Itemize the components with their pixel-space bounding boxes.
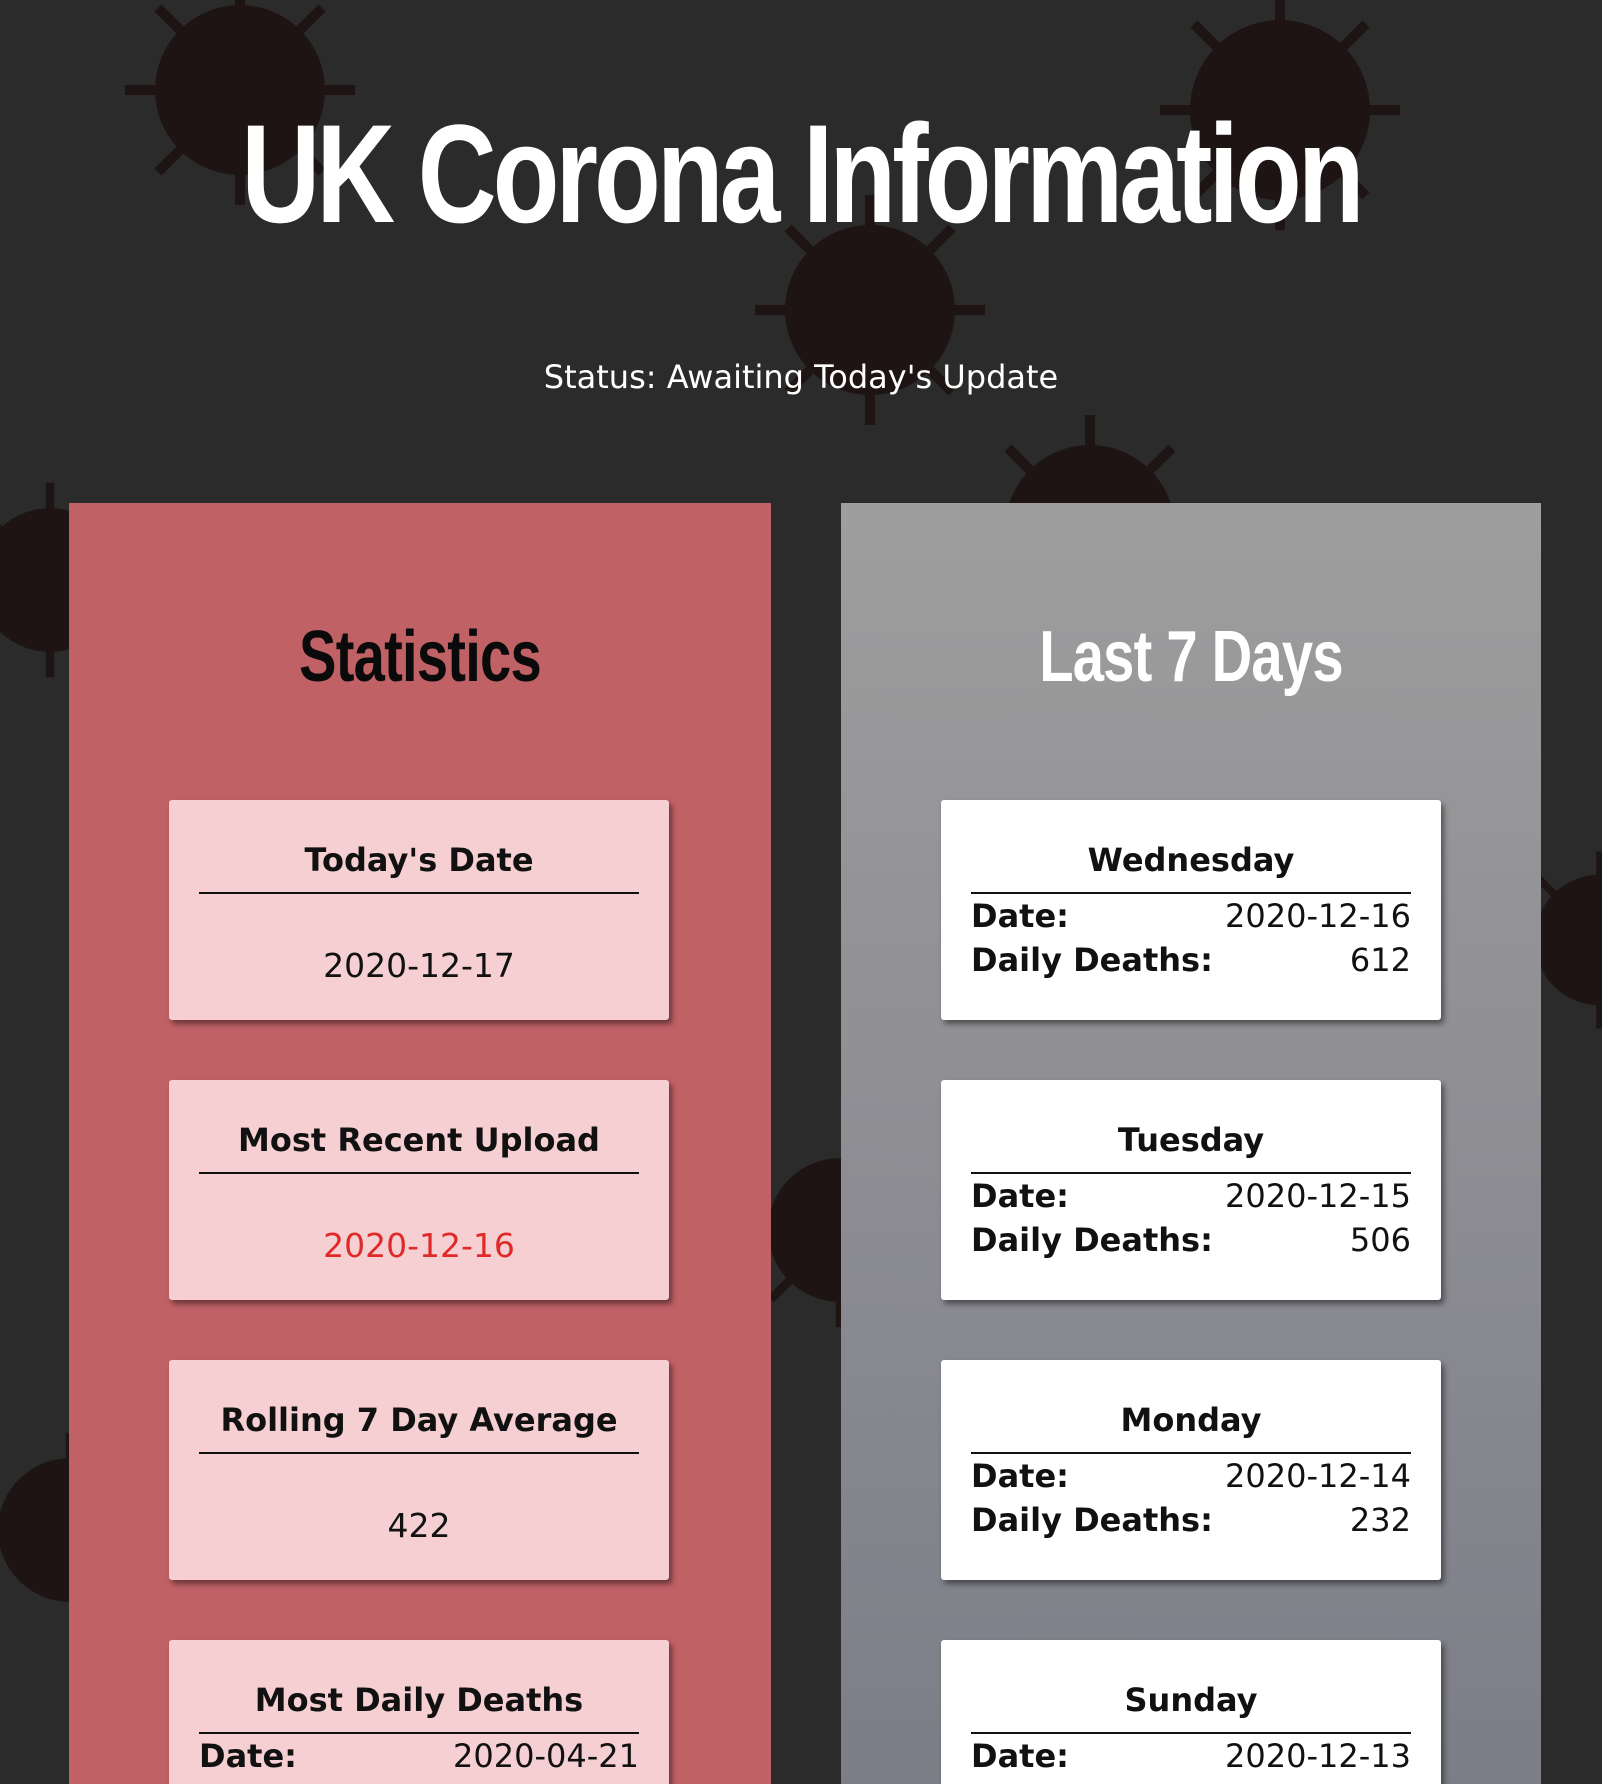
date-value: 2020-04-21 <box>453 1737 639 1775</box>
stat-card-most-daily-deaths: Most Daily Deaths Date: 2020-04-21 <box>169 1640 669 1784</box>
date-label: Date: <box>971 1457 1069 1495</box>
stat-card-rolling-average: Rolling 7 Day Average 422 <box>169 1360 669 1580</box>
stat-card-value: 422 <box>387 1506 451 1545</box>
status-text: Status: Awaiting Today's Update <box>543 358 1059 396</box>
stat-card-value: 2020-12-16 <box>323 1226 515 1265</box>
date-value: 2020-12-16 <box>1225 897 1411 935</box>
stat-card-most-recent-upload: Most Recent Upload 2020-12-16 <box>169 1080 669 1300</box>
date-label: Date: <box>971 1177 1069 1215</box>
date-value: 2020-12-13 <box>1225 1737 1411 1775</box>
day-card-title: Monday <box>971 1400 1411 1454</box>
last-7-days-panel: Last 7 Days Wednesday Date: 2020-12-16 D… <box>841 503 1541 1784</box>
day-card-title: Tuesday <box>971 1120 1411 1174</box>
stat-card-title: Rolling 7 Day Average <box>199 1400 639 1454</box>
deaths-label: Daily Deaths: <box>971 941 1213 979</box>
virus-icon <box>755 195 985 425</box>
day-deaths-row: Daily Deaths: 506 <box>971 1218 1411 1262</box>
statistics-panel: Statistics Today's Date 2020-12-17 Most … <box>69 503 771 1784</box>
deaths-value: 506 <box>1349 1221 1411 1259</box>
day-card-title: Wednesday <box>971 840 1411 894</box>
date-value: 2020-12-14 <box>1225 1457 1411 1495</box>
day-card-tuesday: Tuesday Date: 2020-12-15 Daily Deaths: 5… <box>941 1080 1441 1300</box>
stat-card-title: Most Daily Deaths <box>199 1680 639 1734</box>
date-label: Date: <box>971 1737 1069 1775</box>
virus-icon <box>125 0 355 205</box>
deaths-value: 232 <box>1349 1501 1411 1539</box>
day-card-monday: Monday Date: 2020-12-14 Daily Deaths: 23… <box>941 1360 1441 1580</box>
date-value: 2020-12-15 <box>1225 1177 1411 1215</box>
deaths-label: Daily Deaths: <box>971 1221 1213 1259</box>
day-card-title: Sunday <box>971 1680 1411 1734</box>
stat-card-date-row: Date: 2020-04-21 <box>199 1734 639 1778</box>
deaths-label: Daily Deaths: <box>971 1501 1213 1539</box>
day-deaths-row: Daily Deaths: 612 <box>971 938 1411 982</box>
day-date-row: Date: 2020-12-13 <box>971 1734 1411 1778</box>
day-card-sunday: Sunday Date: 2020-12-13 <box>941 1640 1441 1784</box>
day-date-row: Date: 2020-12-14 <box>971 1454 1411 1498</box>
stat-card-title: Most Recent Upload <box>199 1120 639 1174</box>
last-7-days-title: Last 7 Days <box>1039 617 1343 697</box>
date-label: Date: <box>199 1737 297 1775</box>
day-date-row: Date: 2020-12-16 <box>971 894 1411 938</box>
page-title: UK Corona Information <box>241 95 1364 252</box>
day-card-wednesday: Wednesday Date: 2020-12-16 Daily Deaths:… <box>941 800 1441 1020</box>
statistics-title: Statistics <box>299 617 542 697</box>
stat-card-value: 2020-12-17 <box>323 946 515 985</box>
deaths-value: 612 <box>1349 941 1411 979</box>
day-deaths-row: Daily Deaths: 232 <box>971 1498 1411 1542</box>
stat-card-title: Today's Date <box>199 840 639 894</box>
virus-icon <box>1160 0 1400 230</box>
date-label: Date: <box>971 897 1069 935</box>
stat-card-todays-date: Today's Date 2020-12-17 <box>169 800 669 1020</box>
day-date-row: Date: 2020-12-15 <box>971 1174 1411 1218</box>
